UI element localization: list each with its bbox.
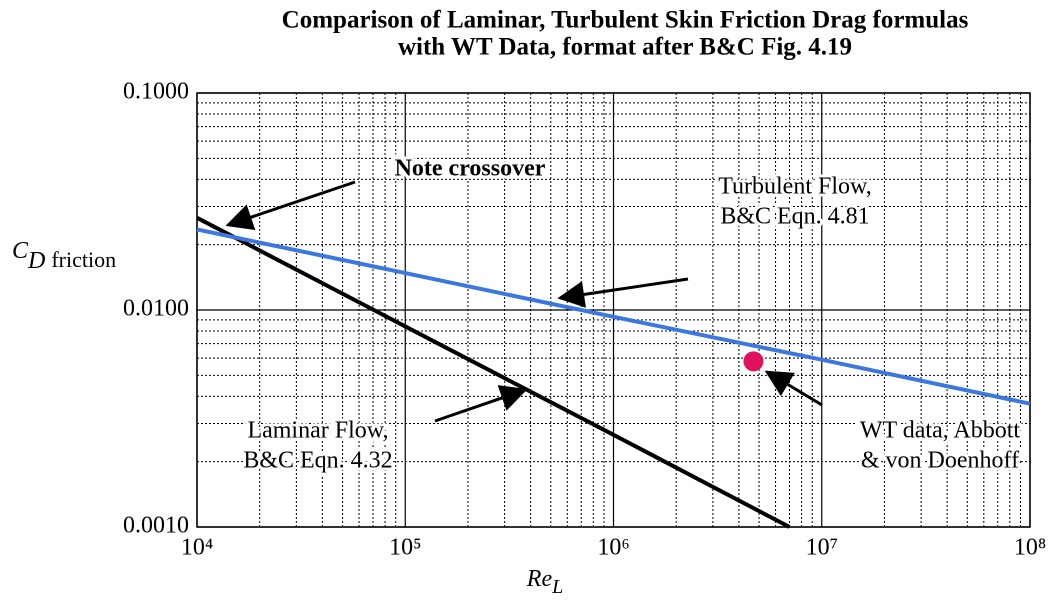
annotation-arrow — [764, 370, 823, 407]
chart-title: with WT Data, format after B&C Fig. 4.19 — [398, 34, 852, 61]
annotation-bg: B&C Eqn. 4.81 — [720, 204, 869, 230]
x-tick-label: 10⁷ — [806, 535, 838, 561]
x-axis-label: ReL — [526, 566, 563, 598]
y-tick-label: 0.0010 — [123, 513, 189, 539]
annotation: B&C Eqn. 4.81 — [720, 204, 869, 230]
annotation: B&C Eqn. 4.32 — [243, 448, 392, 474]
annotation: & von Doenhoff — [861, 448, 1019, 474]
annotation: Turbulent Flow, — [718, 174, 872, 200]
data-line — [196, 227, 1031, 406]
data-point — [743, 351, 764, 372]
plot-frame — [196, 92, 1031, 528]
data-line — [196, 216, 791, 529]
annotation-arrow — [557, 277, 689, 308]
y-axis-label-rest: friction — [51, 247, 116, 272]
annotation-arrow — [434, 385, 528, 423]
annotation-bg: Laminar Flow, — [247, 418, 388, 444]
annotation-bg: & von Doenhoff — [861, 448, 1019, 474]
y-tick-label: 0.0100 — [123, 296, 189, 322]
annotation-bg: B&C Eqn. 4.32 — [243, 448, 392, 474]
y-axis-label: CD friction — [12, 238, 116, 274]
annotation: Laminar Flow, — [247, 418, 388, 444]
chart-title: Comparison of Laminar, Turbulent Skin Fr… — [282, 7, 969, 34]
x-axis-label-sub: L — [551, 576, 563, 598]
y-axis-label-main: C — [12, 238, 29, 264]
annotation-bg: Note crossover — [395, 156, 546, 182]
annotation-bg: WT data, Abbott — [860, 418, 1021, 444]
x-tick-label: 10⁸ — [1014, 535, 1046, 561]
x-tick-label: 10⁴ — [181, 535, 213, 561]
x-tick-label: 10⁶ — [597, 535, 629, 561]
annotation: WT data, Abbott — [860, 418, 1021, 444]
y-tick-label: 0.1000 — [123, 79, 189, 105]
x-tick-label: 10⁵ — [389, 535, 421, 561]
y-axis-label-sub: D — [27, 248, 45, 274]
x-axis-label-main: Re — [526, 566, 553, 592]
annotation: Note crossover — [395, 156, 546, 182]
annotation-bg: Turbulent Flow, — [718, 174, 872, 200]
annotation-arrow — [225, 180, 356, 230]
